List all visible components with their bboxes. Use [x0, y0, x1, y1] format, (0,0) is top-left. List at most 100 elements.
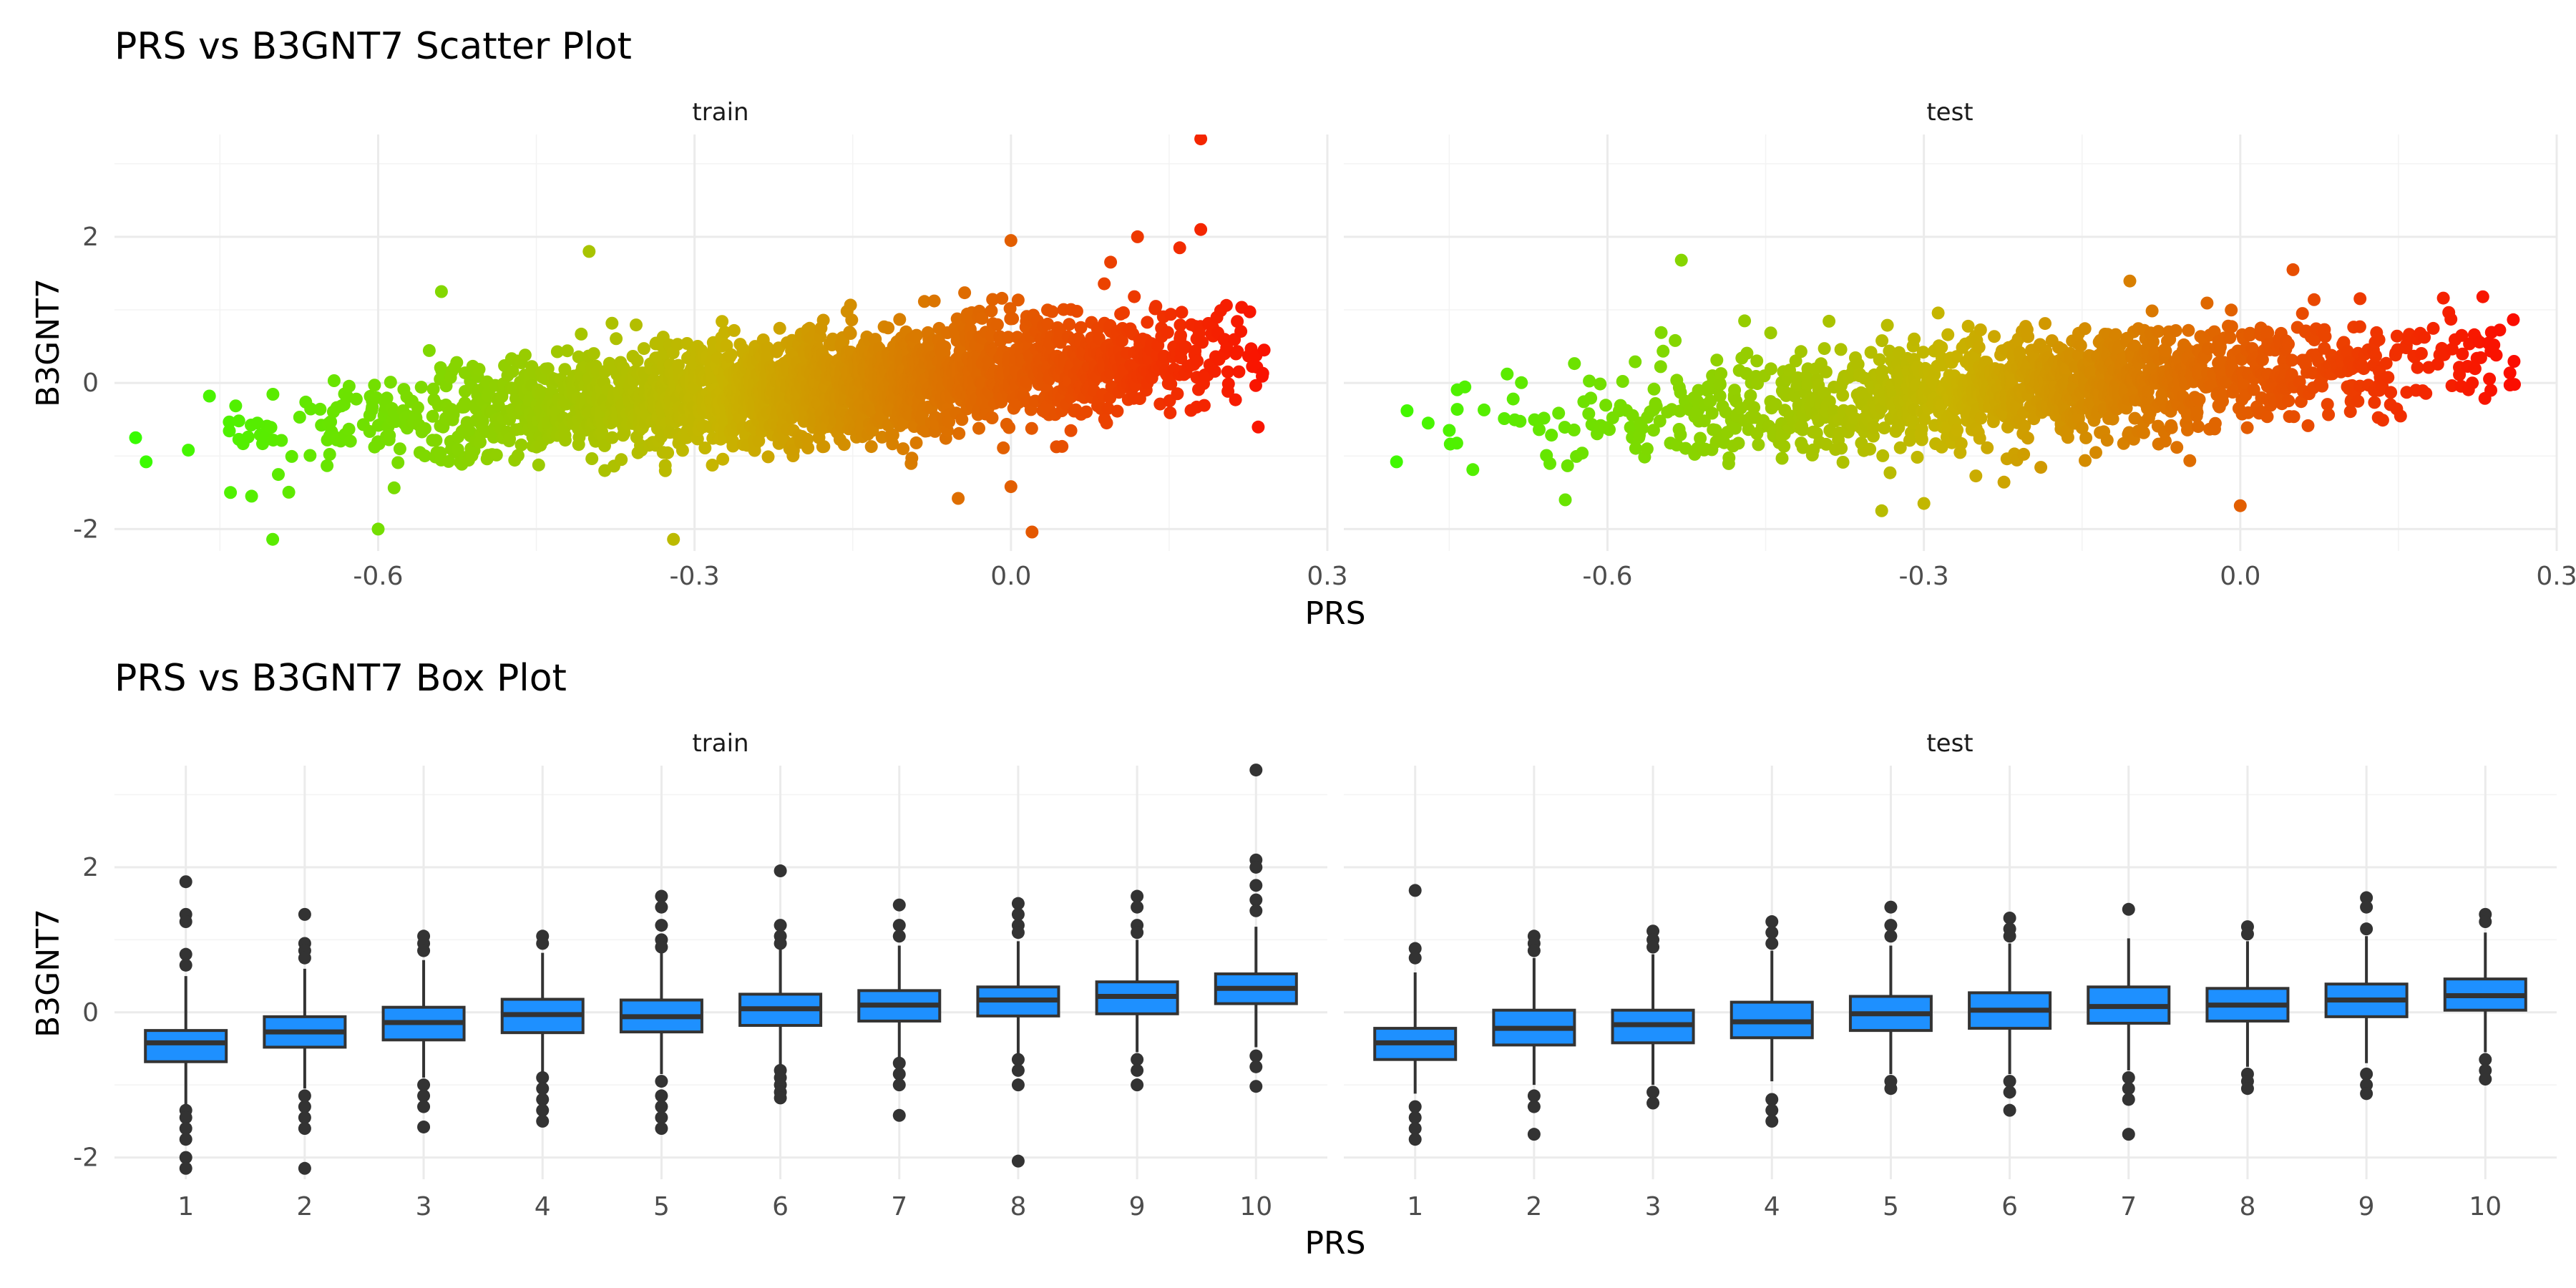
- scatter-point: [250, 416, 264, 430]
- scatter-point: [2414, 347, 2428, 360]
- box-outlier: [1249, 860, 1263, 874]
- scatter-point: [2453, 368, 2467, 381]
- scatter-point: [1654, 360, 1667, 374]
- scatter-point: [2381, 371, 2395, 384]
- scatter-point: [1450, 436, 1463, 450]
- scatter-point: [1004, 480, 1018, 494]
- scatter-point: [2426, 321, 2440, 335]
- box-outlier: [1765, 926, 1779, 940]
- scatter-point: [773, 321, 786, 335]
- scatter-point: [1911, 451, 1924, 464]
- scatter-point: [1194, 223, 1208, 236]
- scatter-point: [2341, 344, 2354, 358]
- scatter-point: [2390, 329, 2404, 343]
- scatter-point: [1876, 449, 1890, 462]
- box-test-2: [1492, 930, 1576, 1141]
- box-outlier: [1408, 1122, 1422, 1136]
- scatter-x-tick-label: -0.3: [670, 562, 720, 591]
- scatter-point: [2089, 446, 2102, 459]
- box-outlier: [2122, 902, 2135, 916]
- box-test-3: [1611, 924, 1695, 1110]
- scatter-point: [2165, 421, 2178, 434]
- scatter-point: [1647, 382, 1661, 396]
- box-outlier: [2360, 900, 2373, 914]
- scatter-point: [1002, 331, 1015, 344]
- scatter-point: [232, 414, 245, 428]
- box-outlier: [536, 1082, 550, 1096]
- box-train-5: [619, 889, 703, 1136]
- scatter-point: [2507, 313, 2520, 326]
- scatter-point: [1063, 318, 1076, 331]
- scatter-point: [2343, 405, 2357, 419]
- scatter-point: [2418, 331, 2431, 344]
- box-outlier: [1884, 919, 1898, 932]
- scatter-point: [1747, 401, 1761, 414]
- scatter-point: [558, 434, 572, 447]
- scatter-point: [1732, 436, 1745, 450]
- scatter-point: [1543, 457, 1556, 470]
- scatter-point: [1537, 411, 1551, 425]
- scatter-point: [1164, 377, 1178, 391]
- box-outlier: [1249, 1080, 1263, 1093]
- scatter-point: [2145, 304, 2159, 318]
- scatter-point: [727, 323, 741, 337]
- scatter-point: [1174, 318, 1187, 332]
- scatter-point: [1104, 255, 1118, 269]
- scatter-point: [1908, 332, 1921, 346]
- scatter-point: [1714, 367, 1728, 381]
- scatter-point: [2351, 394, 2365, 408]
- scatter-point: [426, 382, 440, 396]
- scatter-point: [1256, 366, 1269, 380]
- scatter-point: [1041, 317, 1055, 331]
- box-outlier: [2122, 1071, 2135, 1085]
- box-outlier: [2479, 1053, 2492, 1066]
- scatter-point: [450, 356, 464, 369]
- box-outlier: [2003, 1075, 2016, 1088]
- box-outlier: [892, 1067, 906, 1080]
- box-strip-test: test: [1926, 729, 1973, 758]
- box-outlier: [2479, 915, 2492, 929]
- box-outlier: [2360, 1087, 2373, 1101]
- box-outlier: [655, 940, 668, 954]
- scatter-point: [1092, 332, 1106, 345]
- scatter-point: [661, 446, 675, 459]
- box-outlier: [298, 1089, 311, 1103]
- box-x-tick-label: 6: [772, 1192, 789, 1221]
- scatter-point: [1636, 421, 1649, 435]
- scatter-point: [2192, 420, 2205, 434]
- scatter-point: [2261, 326, 2275, 340]
- scatter-point: [1450, 403, 1464, 416]
- scatter-point: [637, 342, 650, 356]
- scatter-point: [1100, 416, 1113, 430]
- scatter-point: [1917, 497, 1931, 510]
- scatter-point: [129, 431, 142, 444]
- scatter-point: [598, 439, 611, 452]
- box-outlier: [298, 1100, 311, 1113]
- scatter-point: [1916, 346, 1930, 359]
- scatter-point: [2379, 356, 2393, 370]
- scatter-point: [706, 459, 719, 472]
- scatter-point: [2474, 351, 2487, 364]
- scatter-point: [393, 442, 406, 456]
- box-x-tick-label: 9: [1129, 1192, 1146, 1221]
- box-train-4: [500, 930, 585, 1128]
- scatter-point: [323, 448, 336, 461]
- box-train-2: [263, 907, 347, 1175]
- scatter-point: [2376, 414, 2389, 427]
- scatter-point: [864, 440, 878, 454]
- scatter-point: [1189, 344, 1202, 358]
- box-outlier: [179, 1161, 192, 1175]
- box-plot: PRS vs B3GNT7 Box Plot train test -2 0 2 1…: [30, 657, 2557, 1262]
- scatter-point: [1713, 378, 1727, 391]
- scatter-point: [1003, 302, 1017, 316]
- scatter-point: [1515, 376, 1528, 389]
- scatter-point: [2321, 398, 2334, 411]
- scatter-point: [1997, 475, 2011, 489]
- box-outlier: [536, 937, 550, 950]
- scatter-point: [1864, 346, 1878, 359]
- scatter-point: [658, 464, 672, 477]
- scatter-point: [2411, 361, 2424, 374]
- scatter-point: [1232, 365, 1246, 379]
- scatter-point: [942, 415, 956, 429]
- box-plot-title: PRS vs B3GNT7 Box Plot: [114, 657, 567, 700]
